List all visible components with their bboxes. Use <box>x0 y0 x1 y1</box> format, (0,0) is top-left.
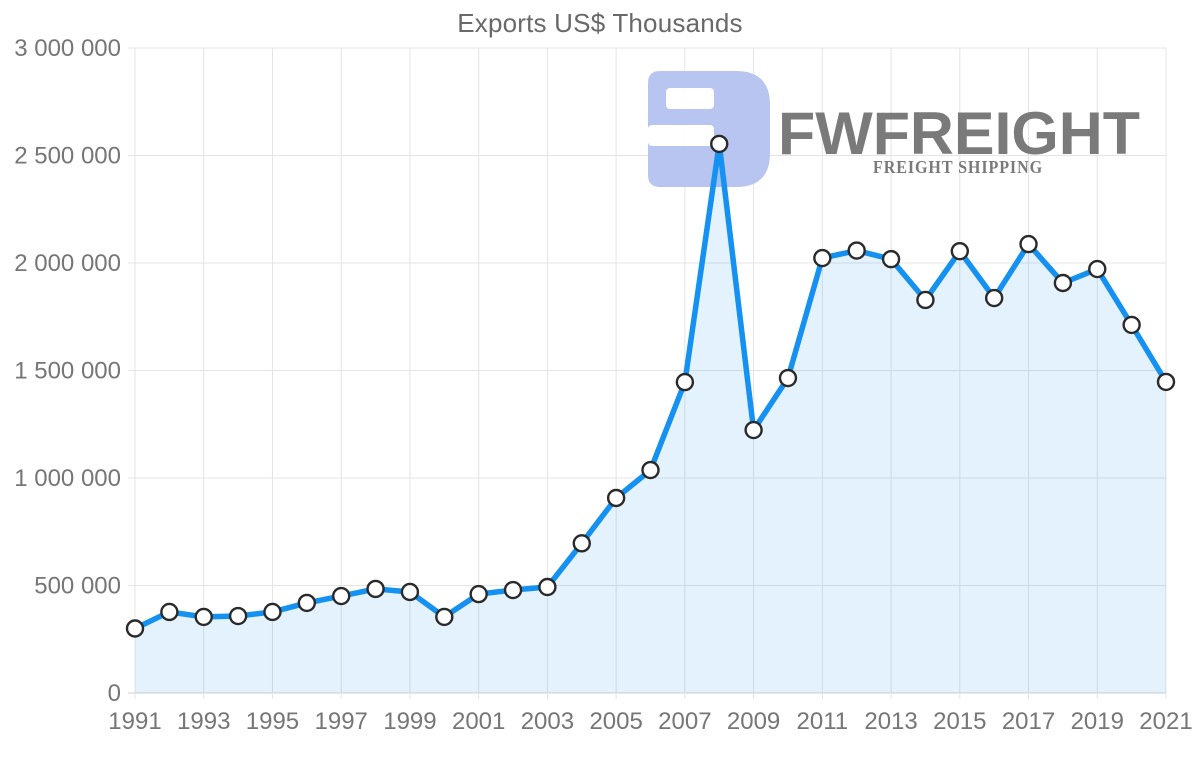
data-point-marker <box>744 420 763 440</box>
data-point-marker <box>125 619 145 638</box>
data-point-marker <box>813 248 832 268</box>
data-point-marker <box>916 290 935 310</box>
data-point-marker <box>1053 273 1073 293</box>
data-point-marker <box>538 577 557 597</box>
data-point-marker <box>366 579 385 599</box>
y-tick-label: 2 000 000 <box>14 250 121 277</box>
data-point-marker <box>1019 234 1038 254</box>
data-point-marker <box>1088 259 1107 279</box>
data-point-marker <box>950 241 969 261</box>
data-point-marker <box>1122 315 1141 335</box>
y-tick-label: 500 000 <box>34 573 121 600</box>
x-tick-label: 2013 <box>864 708 917 735</box>
y-tick-label: 3 000 000 <box>14 35 121 62</box>
x-tick-label: 2015 <box>933 708 986 735</box>
y-tick-label: 1 000 000 <box>14 465 121 492</box>
data-point-marker <box>435 607 454 627</box>
x-tick-label: 2007 <box>658 708 711 735</box>
data-point-marker <box>297 593 317 613</box>
x-tick-label: 2009 <box>727 708 780 735</box>
data-point-marker <box>228 606 248 626</box>
data-point-marker <box>332 586 351 606</box>
x-tick-label: 2003 <box>521 708 574 735</box>
data-point-marker <box>160 602 179 622</box>
x-tick-label: 1991 <box>108 708 161 735</box>
data-point-marker <box>641 460 660 480</box>
data-point-marker <box>881 249 901 269</box>
x-tick-label: 2001 <box>452 708 505 735</box>
series-markers <box>125 134 1176 638</box>
x-tick-label: 2017 <box>1002 708 1055 735</box>
data-point-marker <box>194 607 213 627</box>
watermark-brand-text: FWFREIGHT <box>778 100 1140 167</box>
data-point-marker <box>263 602 282 622</box>
watermark: FWFREIGHT FREIGHT SHIPPING <box>648 71 1140 187</box>
data-point-marker <box>675 372 695 392</box>
x-tick-label: 1997 <box>315 708 368 735</box>
data-point-marker <box>400 582 420 602</box>
x-axis-labels: 1991 1993 1995 1997 1999 2001 2003 2005 2007 2009… <box>108 708 1192 735</box>
area-path <box>135 143 1166 693</box>
data-point-marker <box>606 488 626 508</box>
data-point-marker <box>984 288 1004 308</box>
x-tick-label: 1993 <box>177 708 230 735</box>
data-point-marker <box>778 368 798 388</box>
y-tick-label: 1 500 000 <box>14 358 121 385</box>
x-tick-label: 1995 <box>246 708 299 735</box>
data-point-marker <box>572 534 591 553</box>
data-point-marker <box>1156 372 1176 392</box>
x-tick-label: 2011 <box>797 708 849 735</box>
data-point-marker <box>710 134 729 154</box>
data-point-marker <box>503 580 523 600</box>
series-area-fill <box>135 143 1166 693</box>
watermark-tagline-text: FREIGHT SHIPPING <box>873 157 1043 177</box>
y-tick-label: 2 500 000 <box>14 143 121 170</box>
data-point-marker <box>469 584 488 604</box>
x-tick-label: 2019 <box>1071 708 1124 735</box>
fwfreight-logo-icon <box>648 71 770 187</box>
x-tick-label: 1999 <box>383 708 436 735</box>
x-tick-label: 2005 <box>589 708 642 735</box>
x-tick-label: 2021 <box>1139 708 1192 735</box>
data-point-marker <box>847 241 866 260</box>
y-axis-labels: 0 500 000 1 000 000 1 500 000 2 000 000 2 500… <box>14 35 121 707</box>
y-tick-label: 0 <box>108 680 121 707</box>
